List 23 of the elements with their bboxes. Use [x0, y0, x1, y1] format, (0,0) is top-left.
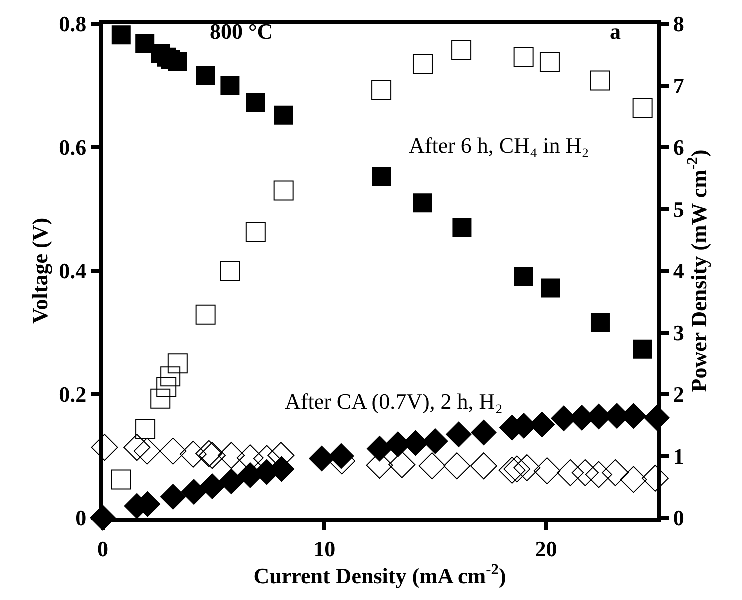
x-tick-label: 0: [98, 536, 108, 562]
y-tick-label: 0: [76, 506, 87, 531]
y-tick-label: 0.2: [59, 382, 87, 408]
annotation: After CA (0.7V), 2 h, H₂: [285, 389, 503, 414]
annotation: a: [610, 19, 621, 44]
y-axis-title: Voltage (V): [27, 218, 52, 324]
x-tick-label: 20: [535, 536, 558, 562]
y2-tick-label: 4: [673, 258, 684, 284]
y2-tick-label: 0: [673, 506, 684, 531]
y2-tick-label: 6: [673, 135, 684, 160]
y-tick-label: 0.4: [59, 258, 87, 284]
annotation: After 6 h, CH₄ in H₂: [409, 133, 590, 158]
y-tick-label: 0.6: [59, 135, 87, 160]
y2-tick-label: 3: [673, 320, 684, 346]
y2-tick-label: 5: [673, 196, 684, 222]
annotation: 800 °C: [210, 19, 274, 44]
y2-tick-label: 8: [673, 12, 684, 37]
x-tick-label: 10: [314, 536, 336, 562]
y2-tick-label: 7: [673, 73, 684, 98]
y2-tick-label: 2: [673, 382, 684, 408]
y2-tick-label: 1: [673, 444, 684, 469]
x-axis-title: Current Density (mA cm$^{-2}$): [254, 561, 506, 589]
y-tick-label: 0.8: [59, 12, 87, 37]
